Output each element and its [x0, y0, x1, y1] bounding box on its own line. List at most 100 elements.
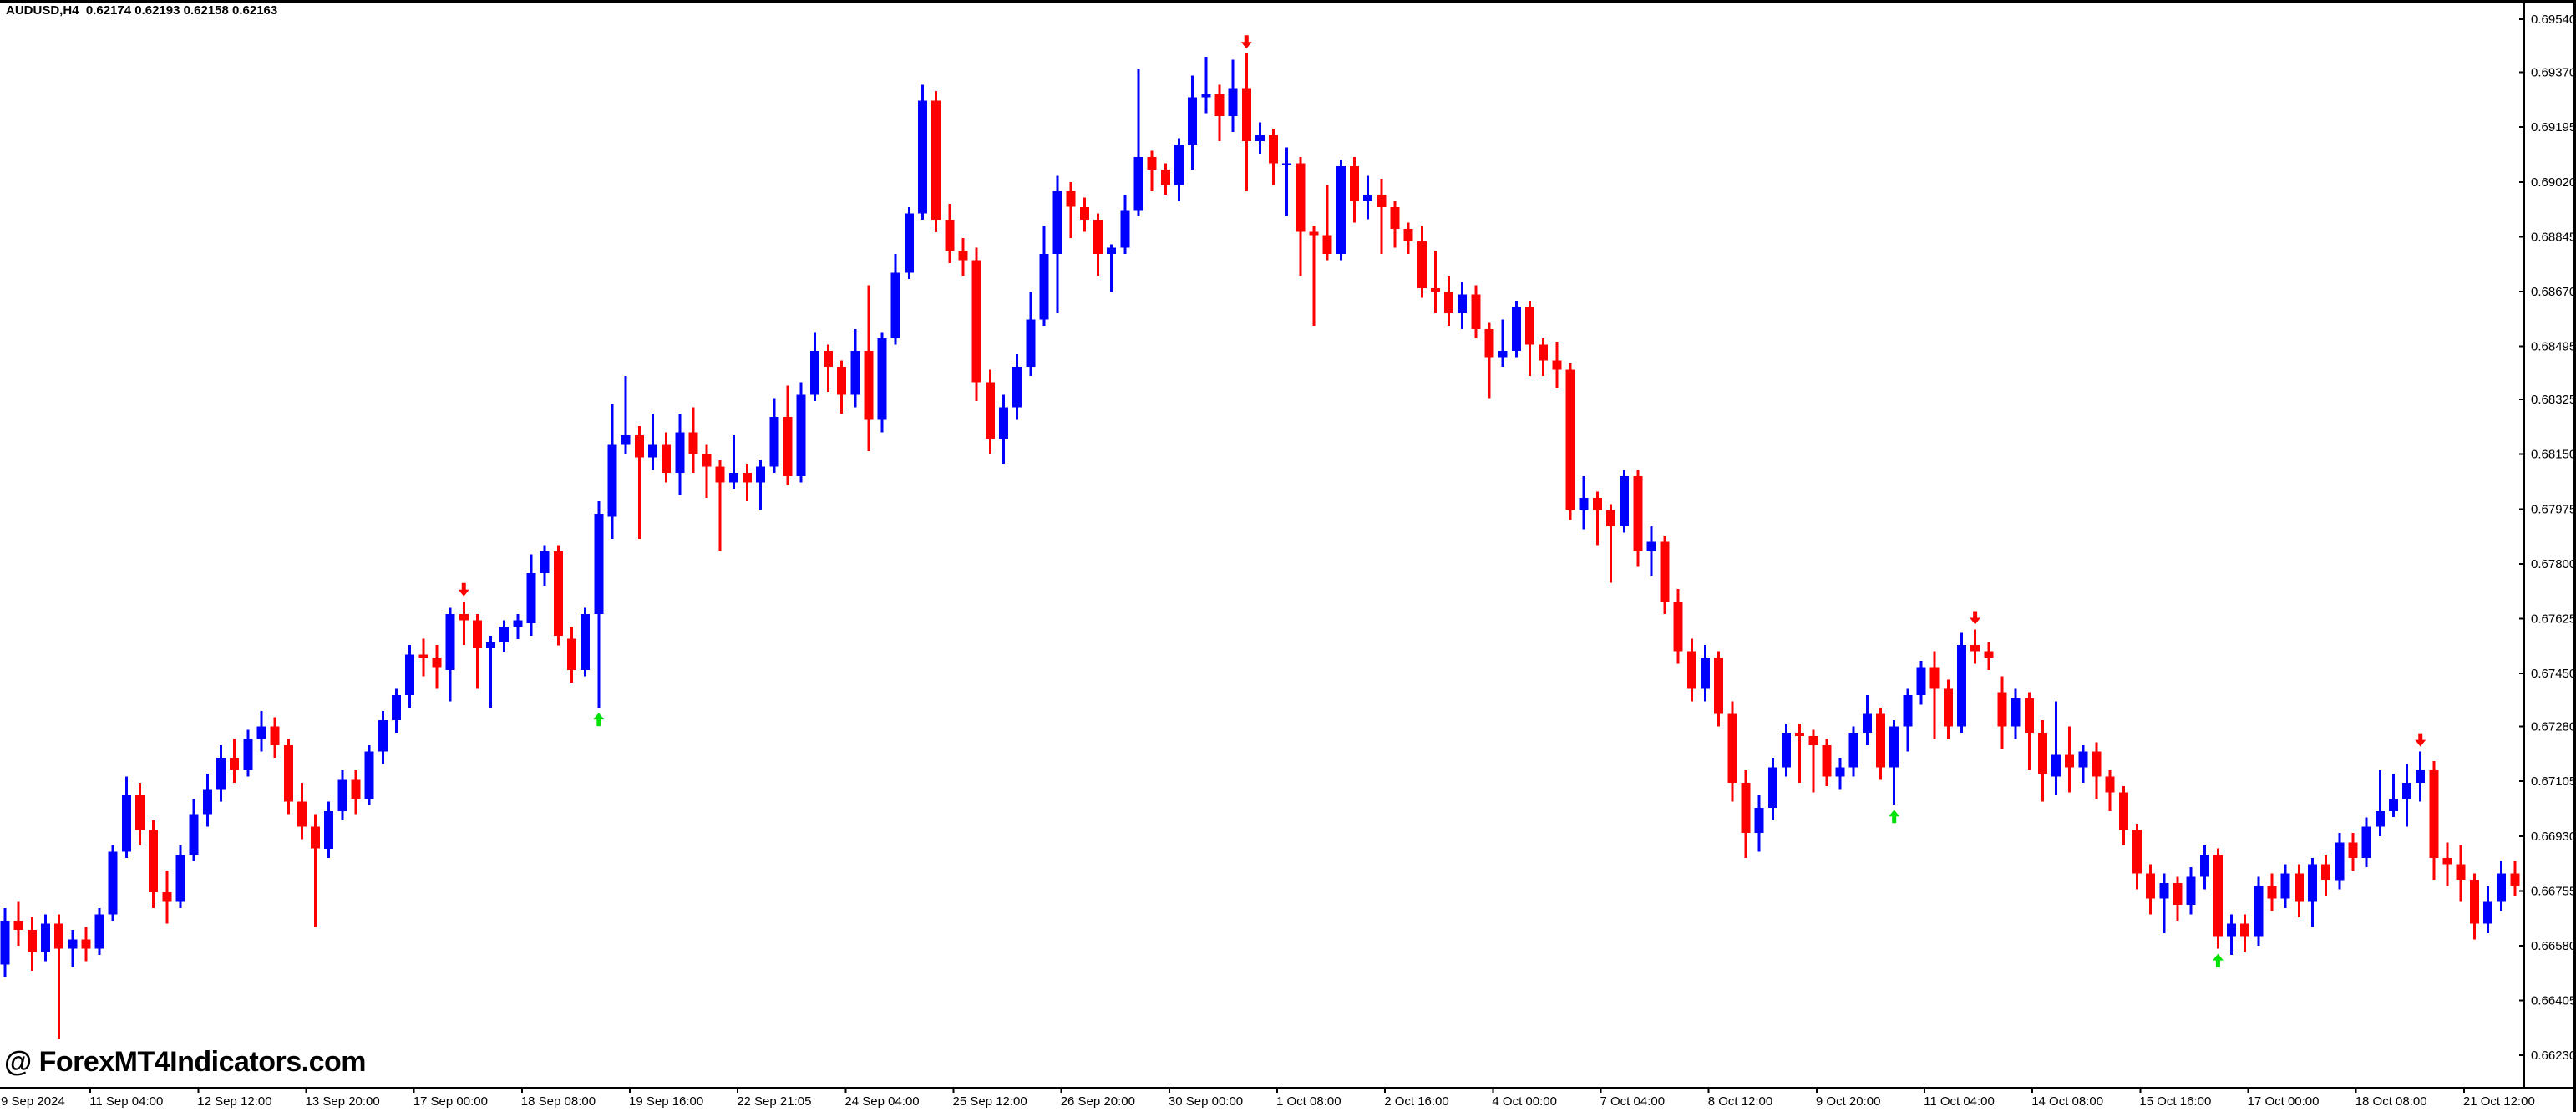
time-tick-label: 9 Sep 2024 — [1, 1094, 65, 1109]
candle-body — [2388, 798, 2398, 811]
candle-body — [945, 219, 955, 251]
time-axis[interactable]: 9 Sep 2024 11 Sep 04:00 12 Sep 12:00 13 Sep… — [0, 1087, 2576, 1109]
candle-body — [1093, 219, 1103, 254]
candle-body — [1471, 294, 1481, 329]
candle-body — [94, 914, 104, 949]
candle-body — [769, 416, 779, 467]
candle-wick — [1798, 723, 1802, 784]
candle-body — [796, 394, 806, 476]
candle-body — [1552, 360, 1562, 370]
candle-wick — [1595, 491, 1599, 546]
candle-body — [1957, 645, 1966, 727]
candle-body — [1255, 135, 1265, 142]
candle-body — [283, 745, 293, 802]
candle-wick — [2055, 701, 2058, 796]
candle-body — [1916, 667, 1926, 696]
price-tick-label: 0.67105 — [2531, 774, 2576, 789]
candle-body — [2510, 873, 2520, 886]
candle-body — [540, 551, 550, 574]
price-axis[interactable]: 0.69540 0.69370 0.69195 0.69020 0.68845 0.686… — [2519, 0, 2576, 1088]
buy-signal-arrow-icon — [1889, 810, 1900, 824]
candle-body — [1701, 658, 1710, 689]
time-tick-label: 30 Sep 00:00 — [1169, 1094, 1243, 1109]
candle-body — [1754, 808, 1764, 833]
time-tick-label: 14 Oct 08:00 — [2031, 1094, 2103, 1109]
candle-body — [1120, 210, 1130, 248]
candle-body — [1417, 241, 1427, 289]
candle-body — [1241, 88, 1251, 142]
price-tick-label: 0.67975 — [2531, 502, 2576, 516]
buy-signal-arrow-icon — [2212, 953, 2224, 967]
candle-body — [1377, 194, 1387, 207]
candle-body — [189, 814, 199, 856]
candle-body — [1889, 726, 1899, 768]
candle-body — [1876, 713, 1885, 768]
candle-body — [2146, 873, 2156, 899]
candle-body — [1498, 351, 1508, 358]
price-tick-label: 0.67280 — [2531, 720, 2576, 734]
candle-wick — [1933, 651, 1936, 739]
candle-wick — [2391, 773, 2395, 818]
candle-body — [1107, 247, 1117, 254]
candle-body — [1539, 344, 1549, 361]
candle-wick — [1488, 322, 1491, 399]
price-tick-label: 0.68150 — [2531, 448, 2576, 462]
candle-body — [202, 789, 212, 815]
candle-wick — [462, 601, 465, 646]
candle-body — [1970, 645, 1980, 652]
time-tick-label: 13 Sep 20:00 — [306, 1094, 380, 1109]
candle-body — [1741, 783, 1751, 833]
candle-body — [1390, 206, 1400, 229]
candle-body — [1228, 88, 1238, 117]
candle-body — [1282, 163, 1292, 165]
candle-body — [999, 407, 1008, 439]
candle-body — [513, 620, 523, 627]
candle-body — [216, 758, 226, 790]
candle-body — [1066, 191, 1076, 207]
price-tick-label: 0.66755 — [2531, 884, 2576, 898]
candle-body — [108, 851, 118, 915]
candle-body — [1174, 144, 1184, 185]
candle-body — [2011, 698, 2021, 727]
candle-body — [499, 626, 510, 642]
candle-body — [2092, 751, 2102, 777]
candle-body — [1795, 733, 1805, 736]
candle-body — [41, 923, 50, 952]
candle-wick — [489, 636, 493, 708]
candle-body — [418, 654, 428, 658]
sell-signal-arrow-icon — [1970, 611, 1981, 625]
candle-body — [715, 466, 725, 483]
price-tick-label: 0.69195 — [2531, 120, 2576, 135]
time-tick-label: 18 Sep 08:00 — [521, 1094, 596, 1109]
candle-body — [405, 654, 415, 696]
candle-body — [2037, 733, 2047, 774]
candle-wick — [1285, 147, 1289, 216]
candle-body — [594, 513, 604, 614]
candle-body — [270, 726, 280, 746]
candle-body — [783, 416, 793, 476]
candle-body — [824, 351, 833, 367]
time-tick-label: 17 Oct 00:00 — [2248, 1094, 2320, 1109]
candle-body — [1269, 135, 1279, 164]
candle-body — [2456, 864, 2466, 881]
time-tick-label: 2 Oct 16:00 — [1384, 1094, 1449, 1109]
candle-body — [2213, 855, 2223, 937]
candle-wick — [651, 414, 654, 470]
candle-body — [1592, 498, 1602, 511]
candle-body — [743, 473, 752, 483]
candle-body — [1848, 733, 1858, 768]
candle-wick — [827, 344, 829, 392]
candle-body — [2335, 842, 2345, 881]
candle-wick — [1204, 57, 1208, 114]
price-tick-label: 0.67800 — [2531, 557, 2576, 571]
chart-title: AUDUSD,H4 0.62174 0.62193 0.62158 0.6216… — [6, 3, 278, 18]
candle-body — [2065, 754, 2075, 768]
candle-body — [1160, 169, 1170, 185]
candle-body — [1363, 194, 1373, 201]
candle-wick — [718, 460, 722, 551]
price-tick-label: 0.66930 — [2531, 830, 2576, 844]
candle-body — [2267, 886, 2277, 899]
candle-body — [904, 213, 914, 273]
candles-layer — [0, 53, 2520, 1040]
